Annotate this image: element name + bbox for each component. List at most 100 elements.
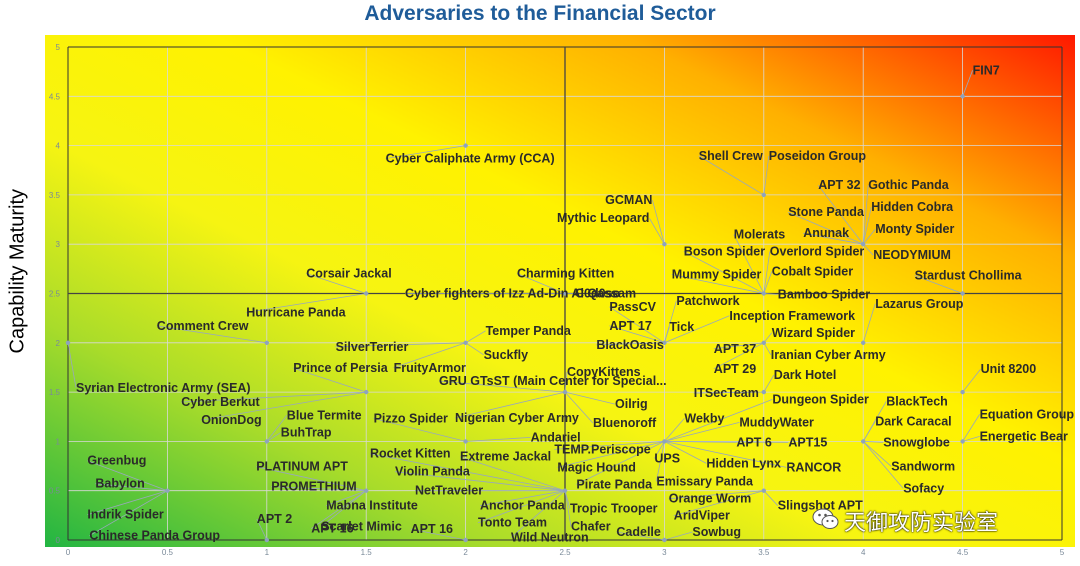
- leader-line: [862, 441, 904, 489]
- data-point: [861, 340, 866, 345]
- point-label: APT 16: [411, 522, 453, 536]
- leader-line: [863, 441, 884, 443]
- leader-line: [733, 234, 765, 294]
- leader-line: [465, 330, 486, 344]
- data-point: [364, 488, 369, 493]
- leader-line: [713, 342, 764, 370]
- leader-line: [293, 367, 367, 393]
- point-label: C0d0so: [575, 287, 621, 301]
- data-point: [960, 389, 965, 395]
- point-label: TEMP.Periscope: [554, 442, 650, 456]
- point-label: Prince of Persia: [293, 361, 389, 375]
- point-label: Bluenoroff: [593, 416, 657, 430]
- y-tick-label: 4.5: [49, 92, 61, 101]
- leader-line: [609, 306, 665, 344]
- leader-line: [656, 441, 665, 482]
- y-tick-label: 0.5: [49, 487, 61, 496]
- y-tick-label: 3.5: [49, 191, 61, 200]
- data-point: [562, 291, 568, 296]
- leader-line: [962, 414, 980, 442]
- point-label: APT 16: [311, 522, 353, 536]
- x-tick-label: 5: [1060, 548, 1065, 557]
- wechat-icon: [812, 508, 839, 529]
- x-tick-label: 1.5: [361, 548, 373, 557]
- point-label: Emissary Panda: [656, 474, 754, 488]
- y-tick-label: 5: [56, 43, 61, 52]
- point-label: Poseidon Group: [769, 149, 867, 163]
- data-point: [264, 439, 269, 444]
- leader-line: [516, 273, 566, 294]
- leader-line: [649, 218, 665, 245]
- data-point: [861, 439, 866, 444]
- point-label: Dungeon Spider: [772, 392, 869, 406]
- point-label: Oilrig: [615, 397, 648, 411]
- leader-line: [693, 391, 764, 394]
- data-point: [662, 439, 667, 444]
- point-label: Chafer: [571, 520, 611, 534]
- leader-line: [671, 274, 764, 294]
- point-label: APT 29: [714, 362, 756, 376]
- point-label: NEODYMIUM: [873, 248, 951, 262]
- x-tick-label: 0: [66, 548, 71, 557]
- data-point: [761, 389, 766, 395]
- leader-line: [459, 456, 566, 492]
- leader-line: [477, 490, 566, 524]
- leader-line: [616, 531, 665, 541]
- data-point: [960, 94, 965, 99]
- point-label: Cyber Berkut: [181, 395, 260, 409]
- y-tick-label: 3: [56, 240, 61, 249]
- x-tick-label: 2.5: [559, 548, 571, 557]
- point-label: Overlord Spider: [770, 245, 865, 259]
- leader-line: [369, 453, 566, 492]
- point-label: APT 32: [818, 178, 860, 192]
- point-label: Anunak: [803, 226, 849, 240]
- leader-line: [465, 342, 484, 356]
- point-label: FruityArmor: [394, 361, 466, 375]
- point-label: PROMETHIUM: [271, 480, 356, 494]
- point-label: Snowglobe: [883, 435, 950, 449]
- data-point: [264, 537, 269, 543]
- leader-line: [89, 490, 168, 537]
- point-label: Boson Spider: [684, 245, 765, 259]
- data-point: [761, 488, 766, 493]
- leader-line: [564, 372, 568, 393]
- leader-line: [673, 490, 764, 517]
- point-label: Iranian Cyber Army: [771, 348, 886, 362]
- leader-line: [564, 391, 616, 405]
- data-point: [662, 537, 667, 543]
- leader-line: [156, 325, 267, 344]
- point-label: FIN7: [973, 63, 1000, 77]
- point-label: Dark Hotel: [774, 368, 837, 382]
- leader-line: [664, 418, 685, 442]
- point-label: Magic Hound: [557, 460, 635, 474]
- point-label: Monty Spider: [875, 222, 954, 236]
- leader-line: [373, 418, 466, 442]
- point-label: Indrik Spider: [87, 508, 164, 522]
- leader-line: [664, 399, 773, 442]
- leader-line: [914, 275, 963, 294]
- leader-line: [479, 490, 566, 507]
- leader-line: [87, 460, 168, 492]
- point-label: NetTraveler: [415, 484, 483, 498]
- leader-line: [181, 391, 367, 403]
- point-label: GCMAN: [605, 193, 652, 207]
- data-point: [364, 291, 369, 296]
- leader-line: [410, 528, 466, 541]
- leader-line: [862, 228, 876, 245]
- y-tick-label: 4: [56, 142, 61, 151]
- point-label: APT 2: [257, 512, 292, 526]
- point-label: Mabna Institute: [326, 499, 418, 513]
- point-label: Wild Neutron: [511, 531, 589, 545]
- leader-line: [326, 490, 367, 507]
- leader-line: [564, 490, 572, 527]
- data-labels: FIN7 Cyber Caliphate Army (CCA) Shell Crew…: [76, 63, 1074, 544]
- point-label: APT 17: [609, 319, 651, 333]
- point-label: Energetic Bear: [980, 429, 1068, 443]
- point-label: Pizzo Spider: [374, 411, 448, 425]
- x-tick-label: 2: [463, 548, 468, 557]
- leader-line: [862, 207, 872, 245]
- point-label: Andariel: [531, 430, 581, 444]
- point-label: BlackOasis: [596, 338, 663, 352]
- leader-line: [393, 342, 466, 369]
- point-label: Comment Crew: [157, 319, 249, 333]
